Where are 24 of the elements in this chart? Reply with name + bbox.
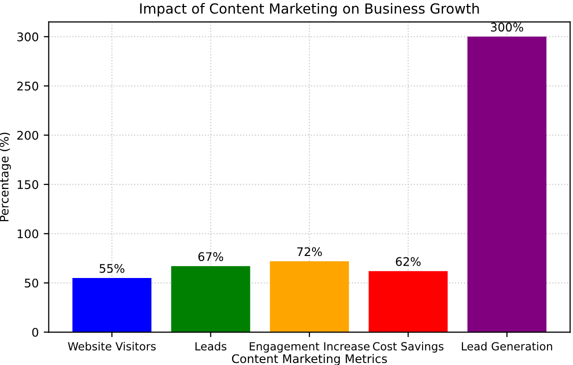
data-label: 300% [490,22,524,32]
x-tick-label: Website Visitors [68,342,156,350]
x-tick-label: Lead Generation [462,342,552,350]
bar [171,266,250,332]
bar [72,278,152,332]
x-tick-label: Leads [196,342,226,350]
bar [368,271,448,332]
chart-title: Impact of Content Marketing on Business Growth [140,3,479,16]
y-tick-label: 0 [32,328,38,337]
x-axis-title: Content Marketing Metrics [232,354,387,365]
data-label: 67% [198,252,224,262]
data-label: 55% [100,264,124,273]
y-tick-label: 150 [18,180,38,190]
y-tick-label: 100 [18,229,38,238]
data-label: 72% [297,247,322,256]
data-label: 62% [396,257,421,266]
y-tick-label: 300 [17,32,38,42]
y-tick-label: 200 [17,130,38,140]
bar [467,36,546,332]
y-tick-label: 250 [17,82,38,91]
x-tick-label: Engagement Increase [250,342,370,353]
x-tick-label: Cost Savings [372,342,444,353]
y-tick-label: 50 [24,278,38,288]
bar [270,261,349,332]
